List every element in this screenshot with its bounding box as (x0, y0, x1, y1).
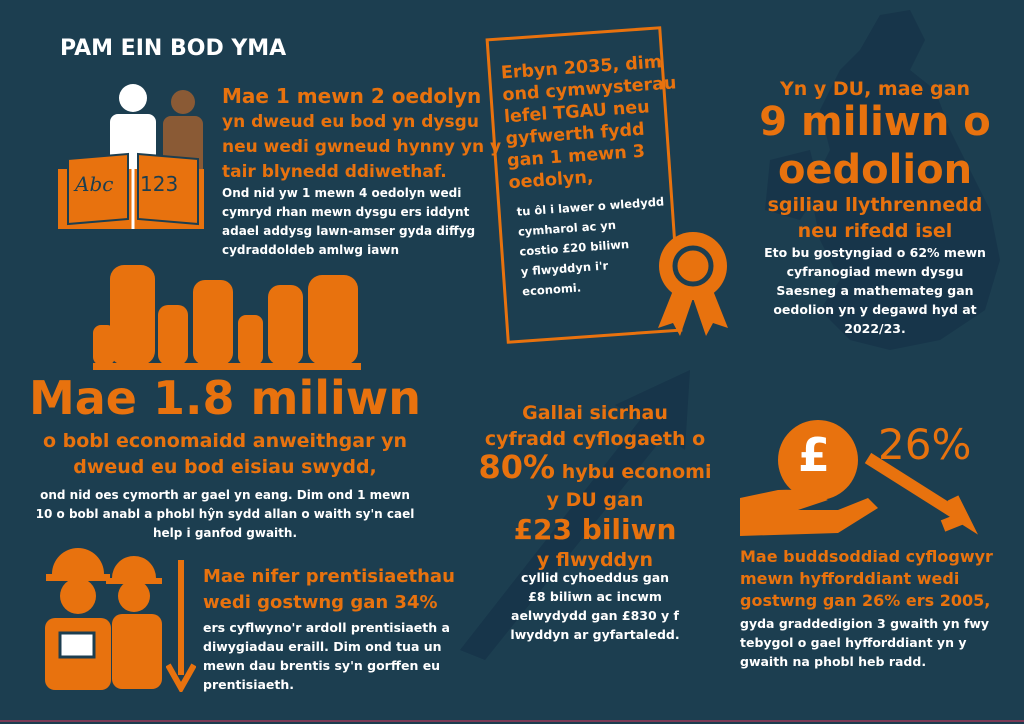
jobs-body: ond nid oes cymorth ar gael yn eang. Dim… (0, 486, 450, 543)
apprenticeships-body-line: mewn dau brentis sy'n gorffen eu (203, 658, 441, 673)
training-pct: 26% (878, 420, 972, 469)
learning-body-line: adael addysg lawn-amser gyda diffyg (222, 224, 476, 238)
employment-block: Gallai sicrhau cyfradd cyflogaeth o 80% … (455, 400, 735, 573)
learning-sub-line: neu wedi gwneud hynny yn y (222, 137, 502, 157)
learning-sub: yn dweud eu bod yn dysgu neu wedi gwneud… (222, 110, 501, 185)
workers-icon (45, 548, 162, 690)
employment-pct: 80% (478, 448, 556, 486)
literacy-body: Eto bu gostyngiad o 62% mewn cyfranogiad… (745, 243, 1005, 338)
employment-body-line: aelwydydd gan £830 y f (511, 608, 679, 623)
learning-headline: Mae 1 mewn 2 oedolyn (222, 84, 482, 108)
pound-symbol: £ (798, 428, 831, 482)
training-body-line: gwaith na phobl heb radd. (740, 654, 927, 669)
apprenticeships-body-line: diwygiadau eraill. Dim ond tua un (203, 639, 442, 654)
employment-line: hybu economi (561, 461, 712, 483)
book-right-text: 123 (140, 172, 179, 196)
employment-body: cyllid cyhoeddus gan £8 biliwn ac incwm … (455, 568, 735, 644)
jobs-sub: o bobl economaidd anweithgar yn dweud eu… (0, 428, 450, 480)
literacy-body-line: cyfranogiad mewn dysgu (786, 264, 964, 279)
training-body: gyda graddedigion 3 gwaith yn fwy tebygo… (740, 614, 989, 671)
jobs-body-line: ond nid oes cymorth ar gael yn eang. Dim… (40, 488, 410, 502)
literacy-sub-line: neu rifedd isel (797, 220, 953, 242)
employment-line: y DU gan (546, 489, 644, 511)
apprenticeships-sub: Mae nifer prentisiaethau wedi gostwng ga… (203, 564, 455, 616)
training-sub: Mae buddsoddiad cyflogwyr mewn hyfforddi… (740, 546, 993, 612)
literacy-headline: 9 miliwn o oedolion (745, 98, 1005, 194)
page-title: PAM EIN BOD YMA (60, 36, 287, 61)
down-arrow-icon (166, 560, 196, 692)
uk-map-icon (765, 10, 1000, 350)
jobs-sub-line: o bobl economaidd anweithgar yn (42, 430, 407, 452)
book-with-people-icon (58, 84, 204, 229)
book-left-text: Abc (75, 172, 114, 196)
employment-body-line: cyllid cyhoeddus gan (520, 570, 670, 585)
training-sub-line: gostwng gan 26% ers 2005, (740, 591, 991, 610)
learning-sub-line: tair blynedd ddiwethaf. (222, 162, 447, 182)
employment-big: £23 biliwn (513, 513, 677, 546)
learning-body-line: cymryd rhan mewn dysgu ers iddynt (222, 205, 470, 219)
training-body-line: tebygol o gael hyfforddiant yn y (740, 635, 967, 650)
jobs-body-line: 10 o bobl anabl a phobl hŷn sydd allan o… (35, 507, 415, 521)
employment-line: Gallai sicrhau (522, 402, 668, 424)
training-sub-line: Mae buddsoddiad cyflogwyr (740, 547, 993, 566)
apprenticeships-sub-line: wedi gostwng gan 34% (203, 592, 438, 613)
literacy-sub: sgiliau llythrennedd neu rifedd isel (745, 192, 1005, 244)
literacy-intro: Yn y DU, mae gan (780, 78, 970, 100)
jobs-body-line: help i ganfod gwaith. (152, 526, 298, 540)
training-body-line: gyda graddedigion 3 gwaith yn fwy (740, 616, 990, 631)
employment-line: y flwyddyn (536, 549, 654, 571)
apprenticeships-body: ers cyflwyno'r ardoll prentisiaeth a diw… (203, 618, 450, 694)
raised-hands-icon (93, 265, 361, 370)
apprenticeships-sub-line: Mae nifer prentisiaethau (203, 566, 455, 587)
learning-body-line: cydraddoldeb amlwg iawn (222, 243, 399, 257)
training-sub-line: mewn hyfforddiant wedi (740, 569, 960, 588)
apprenticeships-body-line: ers cyflwyno'r ardoll prentisiaeth a (203, 620, 450, 635)
employment-line: cyfradd cyflogaeth o (484, 428, 706, 450)
apprenticeships-body-line: prentisiaeth. (203, 677, 295, 692)
rising-arrow-icon (460, 370, 690, 660)
award-rosette-icon (658, 232, 728, 336)
jobs-sub-line: dweud eu bod eisiau swydd, (73, 456, 377, 478)
literacy-body-line: Eto bu gostyngiad o 62% mewn (764, 245, 986, 260)
literacy-headline-line: oedolion (777, 147, 973, 193)
certificate-sub: Erbyn 2035, dim ond cymwysterau lefel TG… (500, 50, 683, 194)
learning-body: Ond nid yw 1 mewn 4 oedolyn wedi cymryd … (222, 184, 475, 260)
jobs-headline: Mae 1.8 miliwn (28, 371, 421, 425)
employment-body-line: £8 biliwn ac incwm (528, 589, 662, 604)
literacy-body-line: Saesneg a mathemateg gan (776, 283, 974, 298)
literacy-body-line: oedolion yn y degawd hyd at (773, 302, 977, 317)
employment-body-line: lwyddyn ar gyfartaledd. (510, 627, 680, 642)
learning-body-line: Ond nid yw 1 mewn 4 oedolyn wedi (222, 186, 462, 200)
bottom-divider (0, 720, 1024, 722)
learning-sub-line: yn dweud eu bod yn dysgu (222, 112, 479, 132)
literacy-body-line: 2022/23. (844, 321, 906, 336)
literacy-headline-line: 9 miliwn o (759, 99, 991, 145)
hand-pound-coin-icon (740, 420, 978, 536)
literacy-sub-line: sgiliau llythrennedd (767, 194, 983, 216)
